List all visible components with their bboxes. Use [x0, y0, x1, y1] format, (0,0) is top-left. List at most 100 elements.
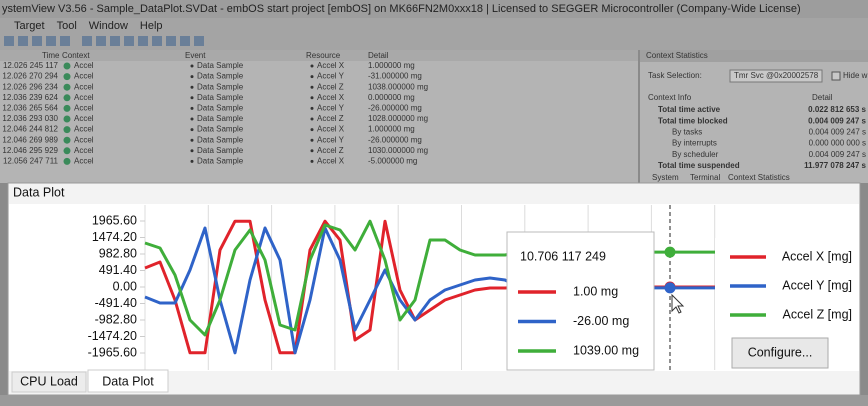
event-bullet [310, 96, 314, 100]
context-icon [63, 104, 71, 112]
legend-label[interactable]: Accel Y [mg] [782, 278, 852, 292]
tooltip-value: -26.00 mg [573, 314, 629, 328]
tab-label[interactable]: CPU Load [20, 374, 78, 388]
toolbar-icon[interactable] [152, 36, 162, 46]
panel-title: Context Statistics [646, 51, 708, 60]
toolbar-icon[interactable] [166, 36, 176, 46]
event-bullet [190, 106, 194, 110]
panel-tab[interactable]: Terminal [690, 173, 720, 182]
hide-checkbox[interactable] [831, 71, 841, 81]
event-context: Accel [74, 157, 94, 166]
y-tick-label: 982.80 [99, 246, 137, 260]
event-context: Accel [74, 114, 94, 123]
event-bullet [190, 128, 194, 132]
title-bar [0, 0, 868, 18]
menu-bar [0, 18, 868, 33]
toolbar-icon[interactable] [96, 36, 106, 46]
y-tick-label: -1965.60 [88, 345, 137, 359]
stat-value: 0.004 009 247 s [809, 150, 866, 159]
stat-label: Total time blocked [658, 116, 728, 125]
toolbar-icon[interactable] [194, 36, 204, 46]
event-detail: -26.000000 mg [368, 135, 422, 144]
event-time: 12.056 247 711 [3, 157, 59, 166]
configure-button-label[interactable]: Configure... [748, 345, 813, 359]
menu-item[interactable]: Tool [57, 20, 77, 32]
event-name: Data Sample [197, 104, 244, 113]
tooltip-value: 1039.00 mg [573, 343, 639, 357]
toolbar-icon[interactable] [82, 36, 92, 46]
context-header [640, 50, 868, 62]
event-resource: Accel Z [317, 82, 344, 91]
panel-tab[interactable]: System [652, 173, 679, 182]
event-resource: Accel X [317, 93, 345, 102]
event-bullet [190, 149, 194, 153]
event-detail: -5.000000 mg [368, 157, 417, 166]
toolbar-icon[interactable] [32, 36, 42, 46]
label: Task Selection: [648, 71, 702, 80]
stat-label: By scheduler [672, 150, 719, 159]
event-bullet [190, 85, 194, 89]
event-name: Data Sample [197, 125, 244, 134]
events-panel [0, 50, 638, 183]
column-header: Context Info [648, 93, 692, 102]
legend-label[interactable]: Accel X [mg] [782, 249, 852, 263]
toolbar-icon[interactable] [4, 36, 14, 46]
menu-item[interactable]: Help [140, 20, 163, 32]
toolbar-icon[interactable] [60, 36, 70, 46]
event-context: Accel [74, 82, 94, 91]
toolbar-icon[interactable] [124, 36, 134, 46]
menu-item[interactable]: Window [89, 20, 128, 32]
event-name: Data Sample [197, 72, 244, 81]
event-detail: 1038.000000 mg [368, 82, 428, 91]
context-icon [63, 126, 71, 134]
toolbar-icon[interactable] [18, 36, 28, 46]
event-time: 12.036 293 030 [2, 114, 58, 123]
event-bullet [310, 85, 314, 89]
context-icon [63, 62, 71, 70]
window-title: ystemView V3.56 - Sample_DataPlot.SVDat … [2, 3, 801, 15]
legend-label[interactable]: Accel Z [mg] [783, 307, 852, 321]
configure-button[interactable] [731, 337, 829, 369]
event-bullet [190, 96, 194, 100]
tab[interactable] [11, 371, 87, 393]
event-resource: Accel X [317, 61, 345, 70]
toolbar-icon[interactable] [110, 36, 120, 46]
task-dropdown[interactable] [729, 69, 823, 83]
event-detail: -31.000000 mg [368, 72, 422, 81]
event-detail: 1.000000 mg [368, 125, 415, 134]
tab-selected[interactable] [87, 369, 169, 393]
events-column-header: Context [62, 51, 90, 60]
event-time: 12.046 244 812 [2, 125, 58, 134]
context-icon [63, 94, 71, 102]
event-resource: Accel Z [317, 114, 344, 123]
event-resource: Accel Y [317, 72, 345, 81]
event-name: Data Sample [197, 146, 244, 155]
context-icon [63, 136, 71, 144]
context-icon [63, 73, 71, 81]
event-bullet [310, 75, 314, 79]
event-resource: Accel Z [317, 146, 344, 155]
tab-label[interactable]: Data Plot [102, 374, 154, 388]
y-tick-label: -982.80 [95, 312, 137, 326]
dropdown-value: Tmr Svc @0x20002578 [734, 71, 819, 80]
event-bullet [310, 117, 314, 121]
event-time: 12.046 295 929 [2, 146, 58, 155]
event-bullet [190, 64, 194, 68]
toolbar-icon[interactable] [46, 36, 56, 46]
toolbar-icon[interactable] [138, 36, 148, 46]
event-bullet [310, 106, 314, 110]
stat-value: 0.000 000 000 s [809, 139, 866, 148]
panel-tab[interactable]: Context Statistics [728, 173, 790, 182]
event-name: Data Sample [197, 93, 244, 102]
event-context: Accel [74, 125, 94, 134]
event-time: 12.036 265 564 [2, 104, 58, 113]
toolbar-icon[interactable] [180, 36, 190, 46]
mouse-pointer [671, 293, 685, 314]
y-tick-label: 0.00 [113, 279, 137, 293]
event-detail: -26.000000 mg [368, 104, 422, 113]
menu-item[interactable]: Target [14, 20, 45, 32]
event-context: Accel [74, 146, 94, 155]
event-bullet [310, 64, 314, 68]
event-bullet [190, 159, 194, 163]
